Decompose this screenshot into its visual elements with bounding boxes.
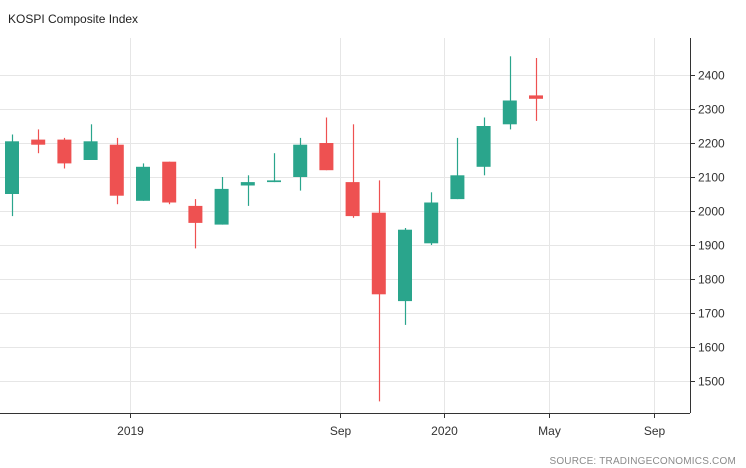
candle-body [188,205,203,223]
candle-body [162,161,177,203]
y-tick-label: 2300 [698,103,725,117]
candle-down [57,137,72,169]
candle-body [214,188,229,225]
candle-up [502,56,517,130]
y-tick-label: 2200 [698,137,725,151]
y-tick-label: 1600 [698,341,725,355]
axis-layer: 1500 1600 1700 1800 1900 2000 2100 2200 2300 2400… [0,38,725,438]
candle-body [109,144,124,196]
candle-down [109,137,124,205]
candle-body [424,202,439,244]
candle-up [450,137,465,200]
candle-body [83,141,98,160]
candle-body [398,229,412,302]
candle-body [5,141,19,194]
candle-down [162,161,177,205]
y-tick-label: 1500 [698,375,725,389]
candle-down [529,58,543,121]
candle-up [424,192,439,245]
candle-body [240,182,255,186]
candle-up [136,163,150,201]
candle-up [476,117,491,176]
candle-down [371,180,386,402]
y-tick-label: 1700 [698,307,725,321]
candle-up [240,175,255,206]
candle-body [450,175,465,200]
candle-up [398,228,412,325]
y-tick-label: 2000 [698,205,725,219]
candle-up [293,137,308,191]
candle-body [345,182,360,217]
candle-body [476,126,491,167]
x-tick-label: 2019 [117,424,144,438]
y-tick-label: 2100 [698,171,725,185]
x-tick-label: 2020 [431,424,458,438]
candle-body [319,143,334,171]
candle-body [31,139,46,145]
candle-up [5,134,19,217]
candle-up [267,153,281,183]
x-tick-label: Sep [644,424,666,438]
y-tick-label: 1900 [698,239,725,253]
candle-body [293,144,308,177]
grid-layer [0,38,690,413]
candle-down [319,117,334,171]
source-attribution: SOURCE: TRADINGECONOMICS.COM [549,456,736,467]
x-tick-label: May [538,424,561,438]
candle-up [83,124,98,160]
candle-down [345,124,360,218]
candle-body [529,95,543,99]
candles-layer [5,56,543,402]
x-tick-label: Sep [330,424,352,438]
candle-body [267,180,281,183]
candle-body [371,212,386,295]
chart-title: KOSPI Composite Index [8,12,139,26]
candle-up [214,177,229,225]
candle-down [188,199,203,249]
candle-down [31,129,46,154]
y-tick-label: 2400 [698,69,725,83]
candle-body [136,166,150,201]
candle-body [57,139,72,164]
candle-body [502,100,517,125]
y-tick-label: 1800 [698,273,725,287]
